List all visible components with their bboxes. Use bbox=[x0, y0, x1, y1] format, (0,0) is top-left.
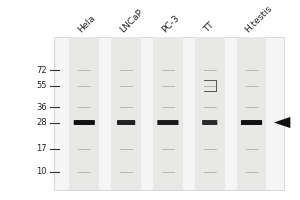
Polygon shape bbox=[274, 117, 290, 128]
Bar bbox=[54, 37, 284, 190]
Text: H.testis: H.testis bbox=[244, 4, 274, 35]
FancyBboxPatch shape bbox=[241, 120, 262, 125]
Text: 36: 36 bbox=[36, 103, 47, 112]
FancyBboxPatch shape bbox=[74, 120, 95, 125]
Bar bbox=[237, 37, 266, 190]
Bar bbox=[195, 37, 225, 190]
Bar bbox=[111, 37, 141, 190]
Text: 55: 55 bbox=[37, 81, 47, 90]
Text: 17: 17 bbox=[36, 144, 47, 153]
Text: 28: 28 bbox=[36, 118, 47, 127]
Text: PC-3: PC-3 bbox=[160, 14, 181, 35]
Bar bbox=[153, 37, 183, 190]
Text: Hela: Hela bbox=[76, 14, 97, 35]
Text: TT: TT bbox=[202, 21, 216, 35]
Text: LNCaP: LNCaP bbox=[118, 8, 145, 35]
Text: 72: 72 bbox=[36, 66, 47, 75]
Bar bbox=[69, 37, 99, 190]
Text: 10: 10 bbox=[37, 167, 47, 176]
FancyBboxPatch shape bbox=[157, 120, 178, 125]
FancyBboxPatch shape bbox=[117, 120, 135, 125]
FancyBboxPatch shape bbox=[202, 120, 217, 125]
